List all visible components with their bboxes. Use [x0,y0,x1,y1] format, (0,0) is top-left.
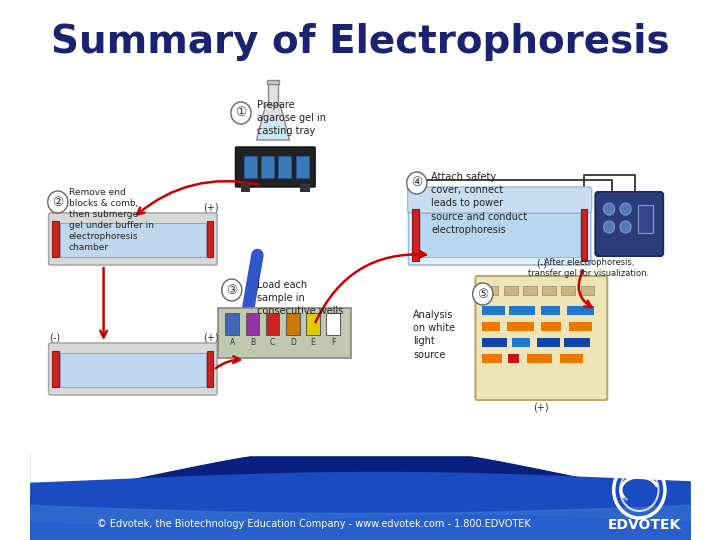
Circle shape [620,203,631,215]
FancyBboxPatch shape [49,343,217,395]
FancyBboxPatch shape [235,147,315,187]
Text: E: E [310,338,315,347]
Polygon shape [30,455,690,540]
Bar [526,354,552,363]
Bar [508,354,519,363]
Text: Summary of Electrophoresis: Summary of Electrophoresis [50,23,670,61]
Bar [482,338,508,347]
Bar [541,322,562,331]
FancyBboxPatch shape [475,276,607,400]
Bar [266,80,279,84]
Circle shape [48,191,68,213]
Circle shape [603,221,615,233]
Bar [53,351,59,387]
Text: Attach safety
cover, connect
leads to power
source and conduct
electrophoresis: Attach safety cover, connect leads to po… [431,172,528,235]
Circle shape [407,172,427,194]
Bar [306,313,320,335]
Bar [507,322,534,331]
Text: Analysis
on white
light
source: Analysis on white light source [413,310,455,360]
Text: EDVOTEK: EDVOTEK [607,518,680,532]
Circle shape [231,102,251,124]
Bar [512,338,531,347]
Bar [279,156,292,178]
Text: (-): (-) [50,202,60,212]
FancyBboxPatch shape [595,192,663,256]
Text: © Edvotek, the Biotechnology Education Company - www.edvotek.com - 1.800.EDVOTEK: © Edvotek, the Biotechnology Education C… [97,519,531,529]
Polygon shape [258,122,289,139]
Bar [207,351,213,387]
Text: Load each
sample in
consecutive wells: Load each sample in consecutive wells [258,280,344,316]
Bar [60,353,206,387]
Bar [413,209,418,261]
Text: ②: ② [52,195,63,208]
Circle shape [603,203,615,215]
Text: C: C [270,338,275,347]
Circle shape [472,283,492,305]
FancyBboxPatch shape [49,213,217,265]
Bar [485,286,498,295]
Text: Prepare
agarose gel in
casting tray: Prepare agarose gel in casting tray [256,100,325,137]
Bar [581,286,595,295]
Bar [53,221,59,257]
Text: After electrophoresis,
transfer gel for visualization.: After electrophoresis, transfer gel for … [528,258,649,278]
Bar [241,184,250,192]
Bar [218,308,351,358]
Bar [266,313,279,335]
Bar [300,184,310,192]
FancyBboxPatch shape [408,203,591,265]
Bar [542,286,556,295]
Bar [523,286,536,295]
Bar [559,354,582,363]
Text: B: B [250,338,255,347]
Bar [246,313,259,335]
Circle shape [222,279,242,301]
Bar [569,322,592,331]
Circle shape [620,221,631,233]
Bar [225,313,239,335]
Text: D: D [289,338,296,347]
FancyBboxPatch shape [408,187,592,213]
Text: F: F [330,338,336,347]
Bar [541,306,559,315]
Bar [326,313,340,335]
Text: (+): (+) [203,332,219,342]
Text: (-): (-) [50,332,60,342]
Bar [243,156,256,178]
Text: (-): (-) [536,258,547,268]
Text: A: A [230,338,235,347]
Bar [296,156,309,178]
Bar [562,286,575,295]
Polygon shape [256,105,289,140]
Text: ⑤: ⑤ [477,287,488,300]
Bar [207,221,213,257]
Bar [639,205,653,233]
Bar [269,82,278,105]
Bar [286,313,300,335]
Bar [261,156,274,178]
Bar [482,306,505,315]
Bar [567,306,595,315]
Bar [420,213,580,257]
Text: (+): (+) [203,202,219,212]
Text: ③: ③ [226,284,238,296]
Bar [509,306,535,315]
Text: ④: ④ [411,177,423,190]
Bar [536,338,559,347]
Text: (+): (+) [534,403,549,413]
Bar [581,209,587,261]
Bar [504,286,518,295]
Bar [60,223,206,257]
Text: Remove end
blocks & comb,
then submerge
gel under buffer in
electrophoresis
cham: Remove end blocks & comb, then submerge … [69,188,154,253]
Bar [482,354,502,363]
Bar [564,338,590,347]
Text: ①: ① [235,106,246,119]
Bar [482,322,500,331]
